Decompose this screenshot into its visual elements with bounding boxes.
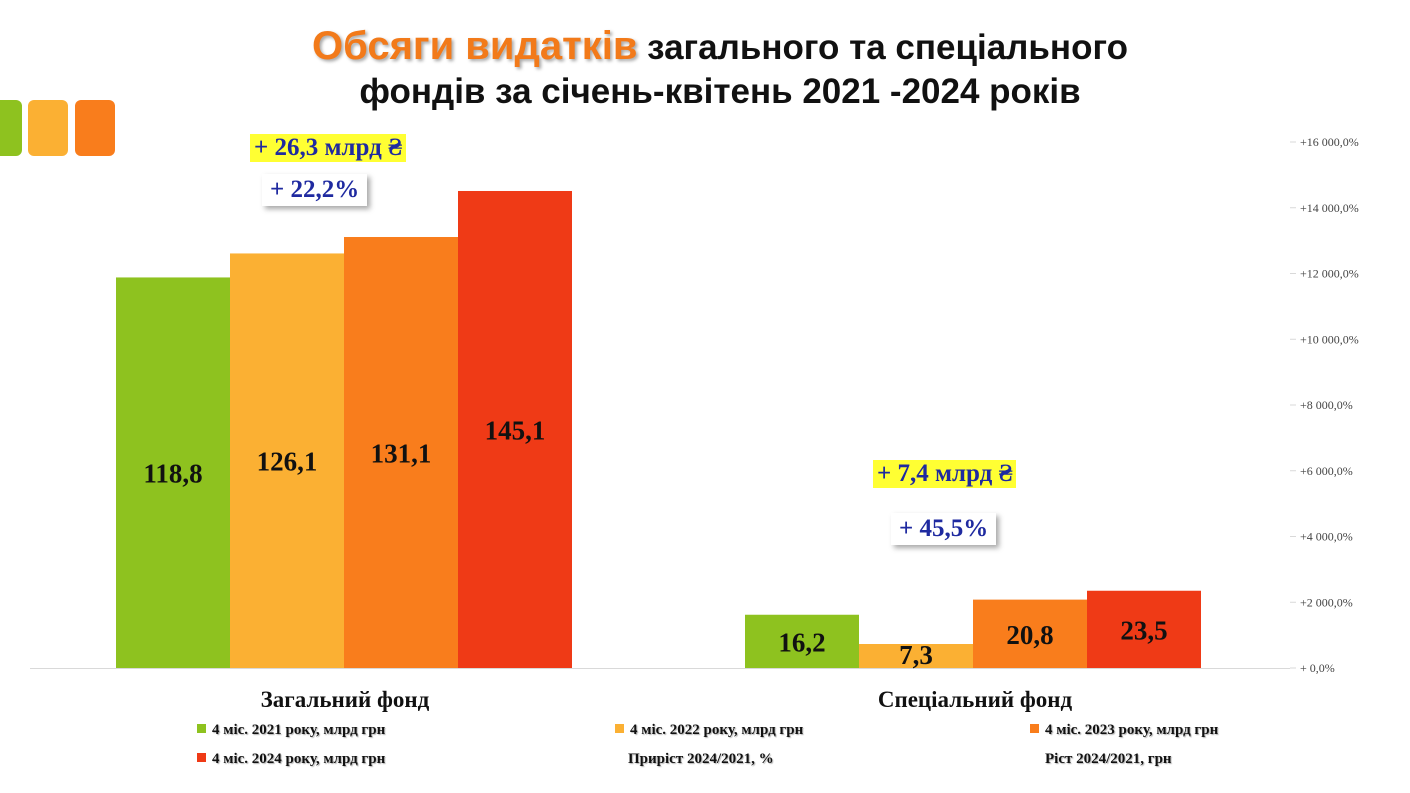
axis-tick-label: +12 000,0%: [1300, 267, 1359, 281]
axis-tick-label: +6 000,0%: [1300, 464, 1353, 478]
legend-label: 4 міс. 2021 року, млрд грн: [212, 722, 386, 738]
chart-title: Обсяги видатків загального та спеціально…: [0, 24, 1410, 114]
axis-tick-label: +8 000,0%: [1300, 398, 1353, 412]
legend-label: 4 міс. 2024 року, млрд грн: [212, 751, 386, 767]
special-fund-growth-amount: + 7,4 млрд ₴: [873, 460, 1017, 488]
data-label: 118,8: [143, 459, 202, 489]
bar: [1087, 590, 1201, 668]
legend-label: 4 міс. 2023 року, млрд грн: [1045, 722, 1219, 738]
data-label: 16,2: [778, 627, 825, 657]
general-fund-growth-percent: + 22,2%: [262, 174, 368, 206]
legend-swatch: [615, 724, 624, 733]
axis-tick-label: + 0,0%: [1300, 661, 1335, 675]
legend-item-2023: 4 міс. 2023 року, млрд грн: [1030, 722, 1218, 739]
data-label: 23,5: [1120, 615, 1167, 645]
axis-tick-label: +4 000,0%: [1300, 530, 1353, 544]
legend-item-2024: 4 міс. 2024 року, млрд грн: [197, 751, 385, 768]
deco-square-yellow: [28, 100, 68, 156]
data-label: 7,3: [899, 640, 933, 670]
bar: [230, 253, 344, 669]
bar: [859, 644, 973, 668]
bar: [973, 599, 1087, 668]
legend-item-growth-percent: Приріст 2024/2021, %: [628, 751, 774, 768]
special-fund-growth-percent: + 45,5%: [891, 513, 997, 545]
data-label: 126,1: [257, 447, 318, 477]
axis-tick-label: +14 000,0%: [1300, 201, 1359, 215]
bar: [344, 237, 458, 669]
legend-item-2021: 4 міс. 2021 року, млрд грн: [197, 722, 385, 739]
category-label: Спеціальний фонд: [878, 687, 1073, 712]
title-line1: загального та спеціального: [637, 28, 1128, 67]
title-line2: фондів за січень-квітень 2021 -2024 рокі…: [359, 72, 1081, 111]
axis-tick-label: +2 000,0%: [1300, 595, 1353, 609]
legend-swatch: [1030, 724, 1039, 733]
legend-label: Ріст 2024/2021, грн: [1045, 751, 1172, 767]
title-accent: Обсяги видатків: [312, 24, 638, 68]
legend-item-2022: 4 міс. 2022 року, млрд грн: [615, 722, 803, 739]
bar: [745, 614, 859, 668]
category-label: Загальний фонд: [261, 687, 430, 712]
axis-tick-label: +16 000,0%: [1300, 135, 1359, 149]
legend-swatch: [197, 724, 206, 733]
deco-square-green: [0, 100, 22, 156]
legend-label: Приріст 2024/2021, %: [628, 751, 774, 767]
legend-label: 4 міс. 2022 року, млрд грн: [630, 722, 804, 738]
deco-square-orange: [75, 100, 115, 156]
legend-item-growth-amount: Ріст 2024/2021, грн: [1045, 751, 1172, 768]
bar: [458, 190, 572, 668]
axis-tick-label: +10 000,0%: [1300, 332, 1359, 346]
data-label: 145,1: [485, 415, 546, 445]
bar: [116, 277, 230, 668]
legend-swatch: [197, 753, 206, 762]
data-label: 20,8: [1006, 620, 1053, 650]
general-fund-growth-amount: + 26,3 млрд ₴: [250, 134, 406, 162]
data-label: 131,1: [371, 439, 432, 469]
